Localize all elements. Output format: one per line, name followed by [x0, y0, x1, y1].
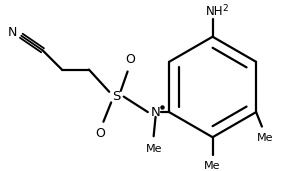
Text: N: N: [8, 26, 17, 39]
Text: 2: 2: [222, 4, 228, 13]
Text: Me: Me: [257, 133, 273, 143]
Text: N: N: [151, 106, 160, 119]
Text: O: O: [126, 53, 135, 66]
Text: NH: NH: [206, 5, 223, 18]
Text: Me: Me: [204, 161, 221, 171]
Text: S: S: [112, 90, 120, 103]
Text: O: O: [96, 127, 105, 140]
Text: Me: Me: [145, 144, 162, 154]
